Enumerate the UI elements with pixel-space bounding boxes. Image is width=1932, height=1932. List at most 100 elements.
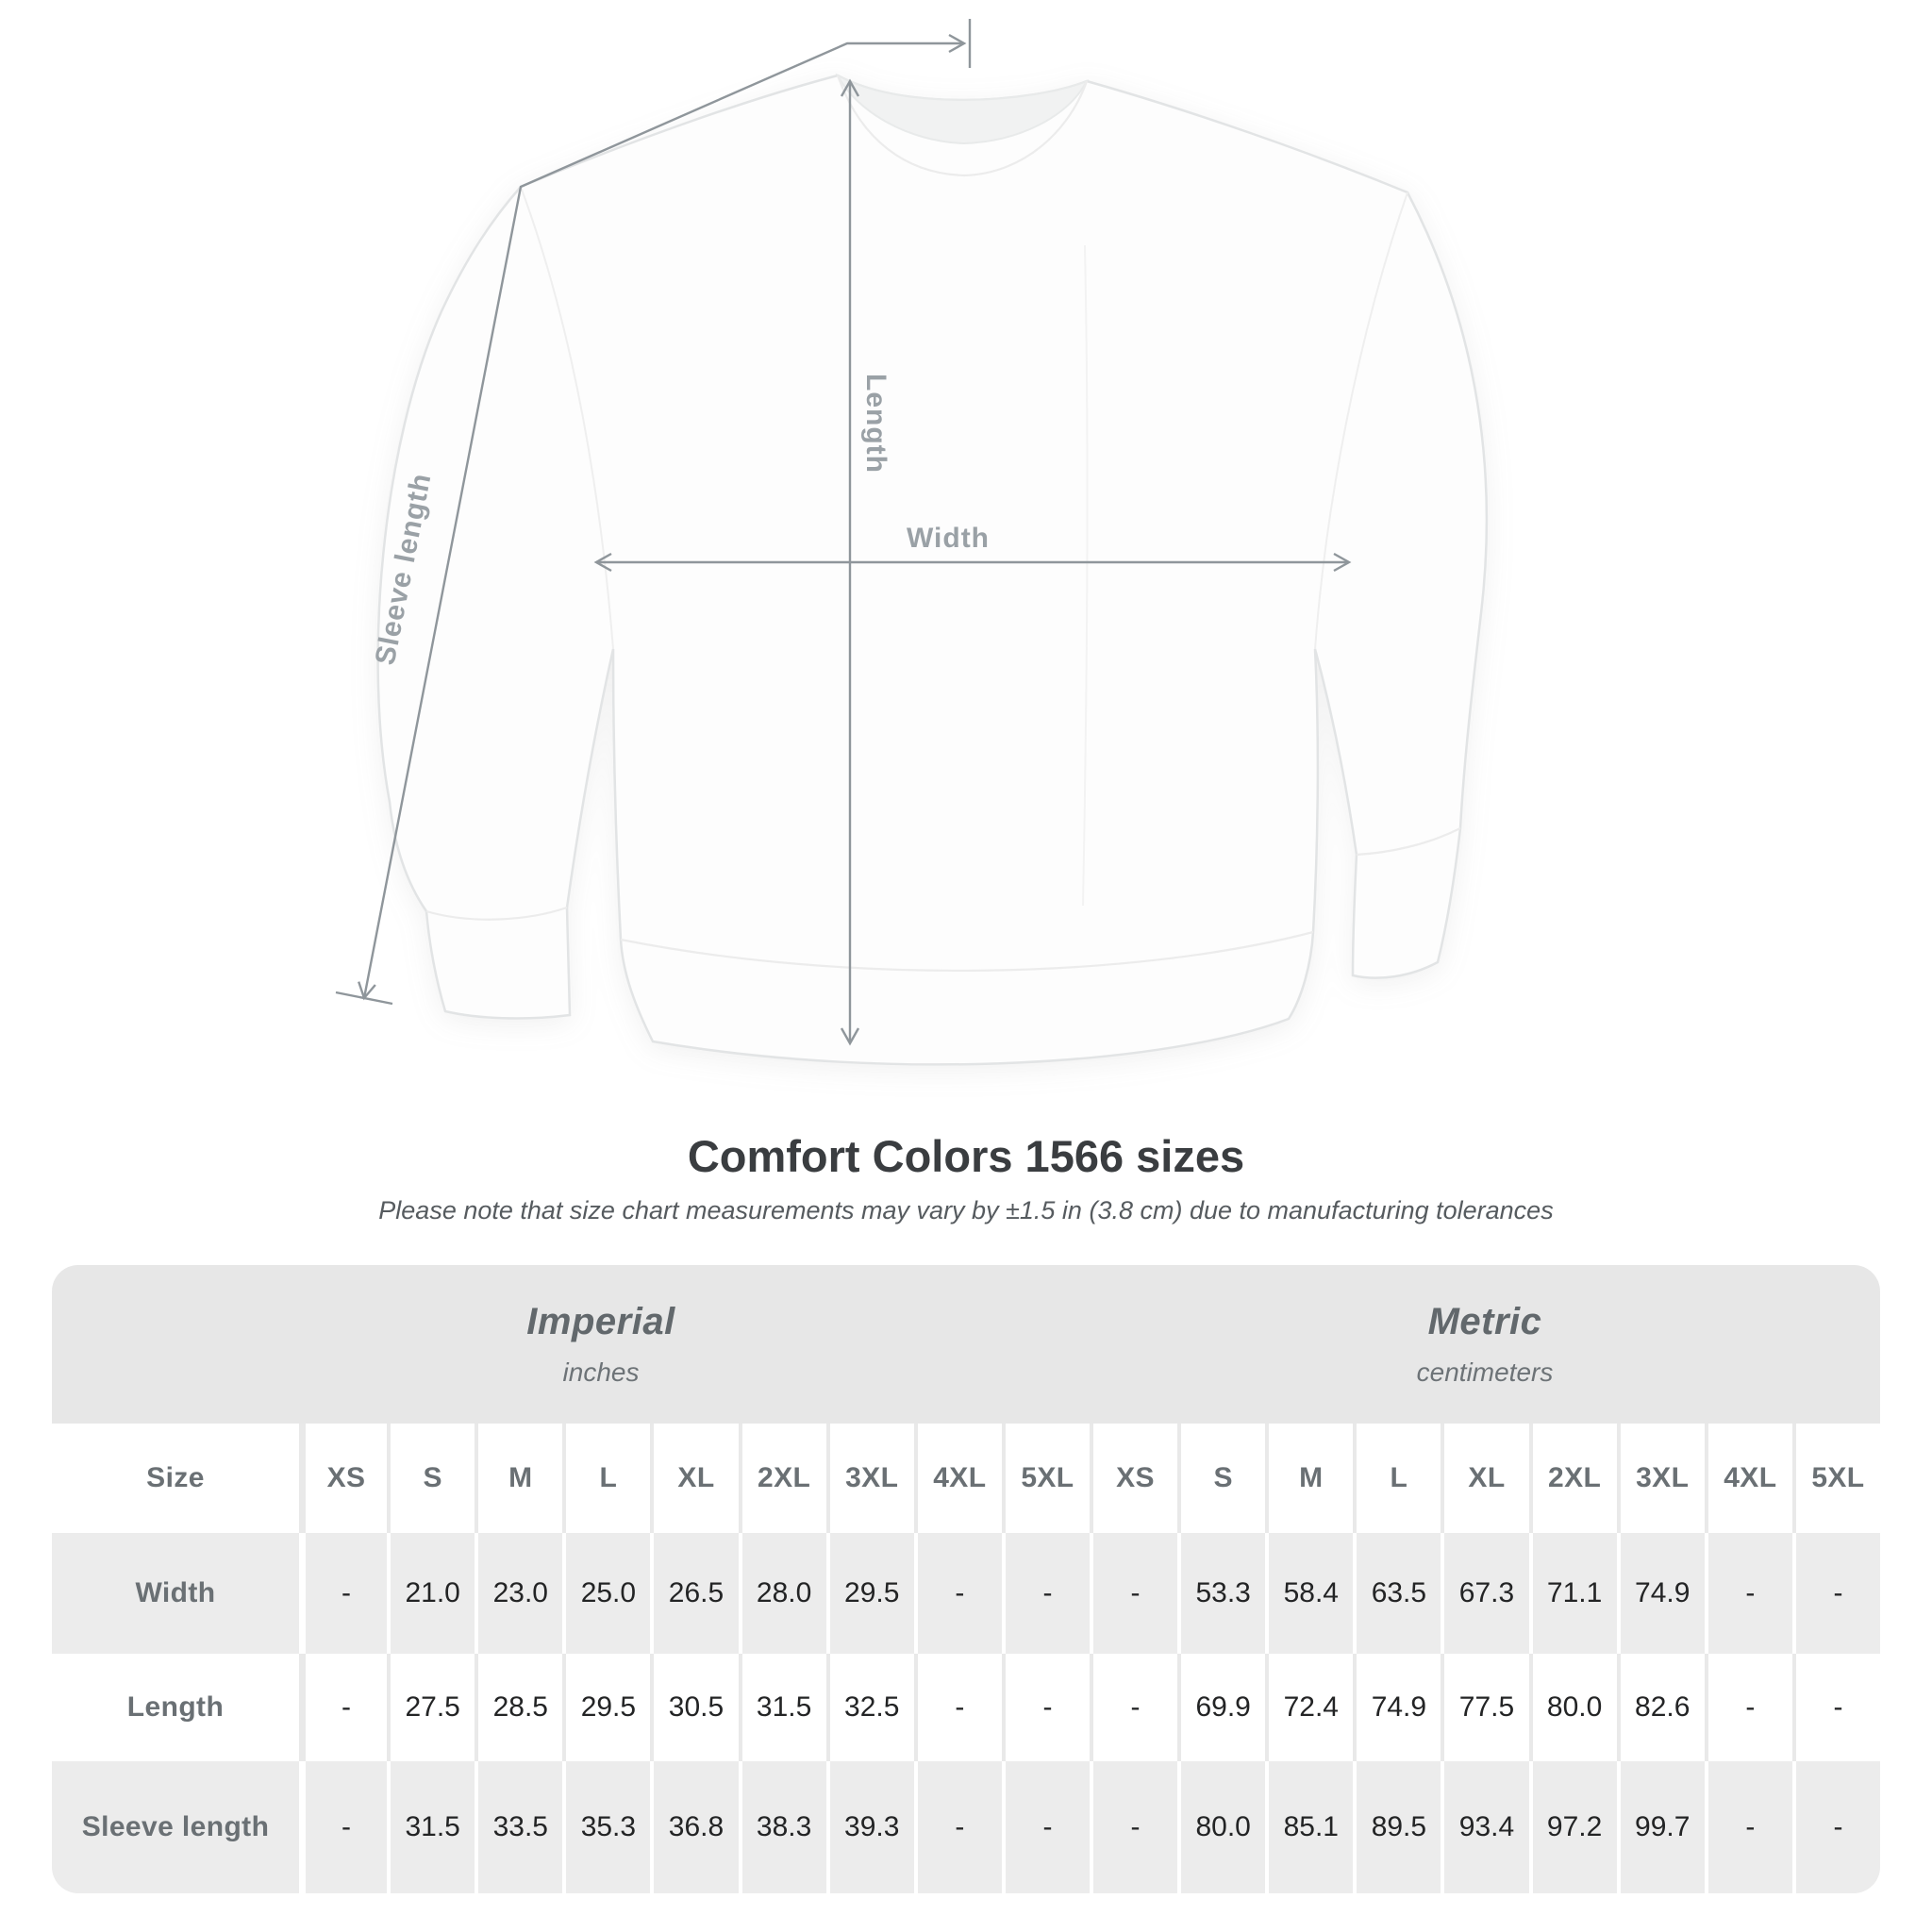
measurement-value-cell: 31.5 bbox=[387, 1761, 475, 1893]
measurement-value-cell: 67.3 bbox=[1441, 1533, 1528, 1654]
measurement-value-cell: - bbox=[1791, 1654, 1880, 1761]
measurement-value-cell: 35.3 bbox=[562, 1761, 650, 1893]
measurement-value-cell: - bbox=[913, 1533, 1002, 1654]
size-col-header: M bbox=[475, 1424, 562, 1533]
measurement-value-cell: 53.3 bbox=[1177, 1533, 1265, 1654]
measurement-value-cell: 63.5 bbox=[1353, 1533, 1441, 1654]
measurement-value-cell: - bbox=[299, 1654, 387, 1761]
measurement-value-cell: 93.4 bbox=[1441, 1761, 1528, 1893]
size-col-header: XL bbox=[650, 1424, 738, 1533]
measurement-value-cell: 58.4 bbox=[1265, 1533, 1353, 1654]
measurement-value-cell: - bbox=[1001, 1761, 1090, 1893]
measurement-value-cell: 71.1 bbox=[1528, 1533, 1617, 1654]
measurement-value-cell: 29.5 bbox=[562, 1654, 650, 1761]
measurement-value-cell: 31.5 bbox=[738, 1654, 826, 1761]
size-col-header: 5XL bbox=[1001, 1424, 1090, 1533]
measurement-value-cell: 23.0 bbox=[475, 1533, 562, 1654]
measurement-value-cell: 38.3 bbox=[738, 1761, 826, 1893]
unit-group-header-row: Imperial inches Metric centimeters bbox=[52, 1265, 1880, 1424]
measurement-value-cell: - bbox=[913, 1761, 1002, 1893]
measurement-row-label: Width bbox=[135, 1577, 216, 1608]
measurement-row-label: Sleeve length bbox=[81, 1811, 270, 1842]
sweatshirt-body bbox=[376, 74, 1489, 1066]
size-table: Imperial inches Metric centimeters Size X… bbox=[52, 1265, 1880, 1893]
measurement-value-cell: 74.9 bbox=[1616, 1533, 1705, 1654]
measurement-value-cell: - bbox=[1704, 1761, 1792, 1893]
measurement-value-cell: - bbox=[1704, 1533, 1792, 1654]
size-col-header: 2XL bbox=[1528, 1424, 1617, 1533]
measurement-rows: Width -21.0 23.0 25.0 26.5 28.0 29.5- - -53.3 58.… bbox=[52, 1533, 1880, 1893]
sweatshirt-diagram: Length Width Sleeve length bbox=[335, 19, 1489, 1066]
metric-group-unit: centimeters bbox=[1416, 1357, 1554, 1387]
table-row: Sleeve length -31.5 33.5 35.3 36.8 38.3 39.3- -… bbox=[52, 1761, 1880, 1893]
measurement-value-cell: 80.0 bbox=[1177, 1761, 1265, 1893]
measurement-value-cell: 80.0 bbox=[1528, 1654, 1617, 1761]
size-header-row: Size XS S M L XL 2XL 3XL 4XL 5XL XS S M L XL 2XL 3XL 4XL 5… bbox=[52, 1424, 1880, 1533]
size-col-header: 3XL bbox=[825, 1424, 914, 1533]
measurement-value-cell: 36.8 bbox=[650, 1761, 738, 1893]
sleeve-measure-line bbox=[358, 33, 967, 1001]
size-col-header: S bbox=[1177, 1424, 1265, 1533]
measurement-value-cell: 99.7 bbox=[1616, 1761, 1705, 1893]
measurement-value-cell: 82.6 bbox=[1616, 1654, 1705, 1761]
size-col-header: 4XL bbox=[913, 1424, 1002, 1533]
fabric-crease bbox=[1082, 244, 1089, 907]
size-col-header: L bbox=[1353, 1424, 1441, 1533]
measurement-lines bbox=[335, 19, 1352, 1046]
size-col-header: XS bbox=[1090, 1424, 1177, 1533]
measurement-value-cell: 69.9 bbox=[1177, 1654, 1265, 1761]
length-label: Length bbox=[860, 374, 891, 474]
measurement-value-cell: 33.5 bbox=[475, 1761, 562, 1893]
measurement-value-cell: 29.5 bbox=[825, 1533, 914, 1654]
sweatshirt-illustration bbox=[376, 73, 1489, 1066]
width-label: Width bbox=[907, 523, 990, 554]
measurement-value-cell: 27.5 bbox=[387, 1654, 475, 1761]
measurement-value-cell: 77.5 bbox=[1441, 1654, 1528, 1761]
measurement-value-cell: - bbox=[1090, 1533, 1177, 1654]
measurement-row-label: Length bbox=[126, 1691, 225, 1723]
measurement-value-cell: 28.0 bbox=[738, 1533, 826, 1654]
measurement-value-cell: - bbox=[1704, 1654, 1792, 1761]
imperial-group-header: Imperial inches bbox=[52, 1265, 1090, 1424]
measurement-value-cell: - bbox=[1090, 1654, 1177, 1761]
table-row: Width -21.0 23.0 25.0 26.5 28.0 29.5- - -53.3 58.… bbox=[52, 1533, 1880, 1654]
right-armhole-seam bbox=[1314, 192, 1408, 650]
size-column-header: Size bbox=[146, 1462, 205, 1493]
measurement-value-cell: - bbox=[1001, 1533, 1090, 1654]
measurement-value-cell: - bbox=[913, 1654, 1002, 1761]
measurement-value-cell: - bbox=[1791, 1761, 1880, 1893]
page-title: Comfort Colors 1566 sizes bbox=[687, 1131, 1245, 1181]
metric-group-title: Metric bbox=[1427, 1301, 1542, 1342]
right-cuff-seam bbox=[1356, 827, 1461, 857]
measurement-value-cell: 85.1 bbox=[1265, 1761, 1353, 1893]
measurement-value-cell: 74.9 bbox=[1353, 1654, 1441, 1761]
metric-group-header: Metric centimeters bbox=[1090, 1265, 1880, 1424]
measurement-value-cell: 97.2 bbox=[1528, 1761, 1617, 1893]
measurement-value-cell: 30.5 bbox=[650, 1654, 738, 1761]
sleeve-measure-bottom-tick bbox=[335, 991, 393, 1006]
tolerance-note: Please note that size chart measurements… bbox=[378, 1196, 1554, 1224]
size-col-header: XL bbox=[1441, 1424, 1528, 1533]
measurement-value-cell: 26.5 bbox=[650, 1533, 738, 1654]
size-col-header: 4XL bbox=[1704, 1424, 1792, 1533]
measurement-value-cell: - bbox=[1791, 1533, 1880, 1654]
imperial-group-title: Imperial bbox=[526, 1301, 675, 1342]
size-col-header: 3XL bbox=[1616, 1424, 1705, 1533]
measurement-value-cell: - bbox=[1090, 1761, 1177, 1893]
size-col-header: S bbox=[387, 1424, 475, 1533]
measurement-value-cell: 72.4 bbox=[1265, 1654, 1353, 1761]
measurement-value-cell: - bbox=[299, 1533, 387, 1654]
measurement-value-cell: 32.5 bbox=[825, 1654, 914, 1761]
size-col-header: 5XL bbox=[1791, 1424, 1880, 1533]
measurement-value-cell: 21.0 bbox=[387, 1533, 475, 1654]
measurement-value-cell: 25.0 bbox=[562, 1533, 650, 1654]
measurement-value-cell: 89.5 bbox=[1353, 1761, 1441, 1893]
size-col-header: M bbox=[1265, 1424, 1353, 1533]
imperial-group-unit: inches bbox=[562, 1357, 640, 1387]
table-row: Length -27.5 28.5 29.5 30.5 31.5 32.5- - -69.9 72… bbox=[52, 1654, 1880, 1761]
measurement-value-cell: - bbox=[1001, 1654, 1090, 1761]
size-col-header: L bbox=[562, 1424, 650, 1533]
measurement-value-cell: 28.5 bbox=[475, 1654, 562, 1761]
measurement-value-cell: 39.3 bbox=[825, 1761, 914, 1893]
